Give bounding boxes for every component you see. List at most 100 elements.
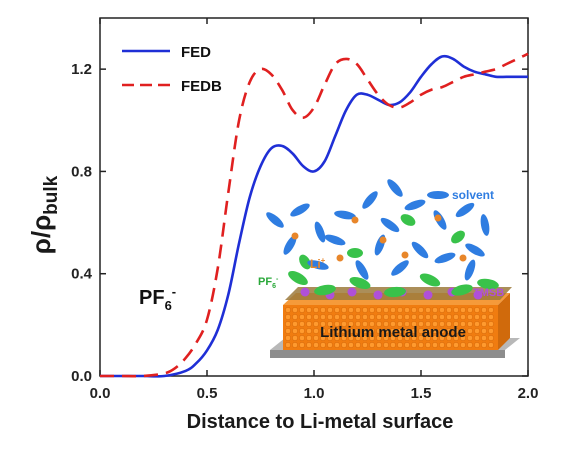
y-tick-label: 1.2 (71, 61, 92, 78)
inset-anode-atom (376, 314, 382, 320)
inset-tmsb-molecule (347, 287, 357, 297)
inset-solvent-molecule (427, 191, 449, 199)
inset-anode-atom (292, 335, 298, 341)
inset-anode-atom (299, 342, 305, 348)
inset-anode-atom (425, 321, 431, 327)
inset-anode-atom (397, 321, 403, 327)
inset-anode-atom (418, 335, 424, 341)
inset-anode-atom (383, 321, 389, 327)
inset-anode-atom (313, 314, 319, 320)
inset-anode-atom (439, 342, 445, 348)
inset-anode-atom (341, 342, 347, 348)
inset-anode-atom (404, 321, 410, 327)
inset-anode-atom (313, 307, 319, 313)
inset-solvent-molecule (362, 191, 378, 209)
inset-pf6-sup: - (276, 276, 279, 283)
inset-anode-atom (467, 335, 473, 341)
inset-anode-atom (432, 342, 438, 348)
inset-anode-atom (327, 328, 333, 334)
inset-anode-atom (348, 328, 354, 334)
inset-anode-side (498, 293, 510, 350)
inset-pf6-ion (288, 271, 308, 285)
inset-anode-atom (306, 314, 312, 320)
inset-anode-atom (383, 342, 389, 348)
inset-anode-atom (362, 307, 368, 313)
inset-anode-atom (425, 314, 431, 320)
inset-li-ion (401, 251, 409, 259)
inset-anode-atom (453, 314, 459, 320)
inset-anode-atom (453, 342, 459, 348)
pf6-annotation: PF6- (139, 284, 176, 313)
inset-anode-atom (446, 321, 452, 327)
inset-anode-atom (369, 321, 375, 327)
inset-tmsb-molecule (300, 287, 310, 297)
inset-anode-atom (320, 342, 326, 348)
legend-label-fed: FED (181, 44, 211, 61)
inset-solvent-molecule (391, 260, 409, 276)
legend-label-fedb: FEDB (181, 78, 222, 95)
inset-solvent-molecule (434, 252, 456, 264)
inset-anode-atom (488, 321, 494, 327)
y-tick-label: 0.0 (71, 368, 92, 385)
inset-anode-atom (369, 314, 375, 320)
pf6-annotation-sub: 6 (165, 298, 172, 313)
x-tick-label: 0.0 (90, 385, 111, 402)
inset-anode-atom (432, 321, 438, 327)
inset-anode-atom (411, 328, 417, 334)
inset-anode-atom (285, 307, 291, 313)
inset-anode-atom (369, 342, 375, 348)
inset-li-ion (336, 254, 344, 262)
series-line-fedb (100, 52, 529, 378)
inset-anode-atom (341, 314, 347, 320)
inset-anode-atom (481, 307, 487, 313)
inset-pf6-ion (451, 230, 465, 244)
inset-anode-atom (299, 328, 305, 334)
inset-tmsb-molecule (473, 290, 483, 300)
inset-anode-atom (355, 314, 361, 320)
inset-anode-atom (376, 335, 382, 341)
inset-anode-atom (362, 321, 368, 327)
inset-anode-atom (460, 328, 466, 334)
inset-anode-atom (341, 307, 347, 313)
inset-anode-atom (306, 328, 312, 334)
inset-anode-atom (306, 335, 312, 341)
inset-anode-atom (292, 342, 298, 348)
inset-anode-atom (397, 314, 403, 320)
inset-anode-atom (411, 307, 417, 313)
inset-anode-atom (432, 335, 438, 341)
inset-anode-atom (439, 335, 445, 341)
inset-anode-atom (292, 314, 298, 320)
y-tick-label: 0.4 (71, 266, 93, 283)
inset-anode-atom (376, 328, 382, 334)
inset-anode-atom (453, 321, 459, 327)
inset-anode-atom (299, 314, 305, 320)
inset-anode-atom (411, 342, 417, 348)
inset-anode-atom (313, 342, 319, 348)
inset-anode-atom (397, 335, 403, 341)
inset-anode-atom (474, 314, 480, 320)
inset-anode-atom (355, 307, 361, 313)
inset-anode-atom (432, 314, 438, 320)
inset-anode-atom (348, 307, 354, 313)
x-tick-label: 1.0 (304, 385, 325, 402)
inset-anode-atom (481, 342, 487, 348)
inset-anode-atom (418, 328, 424, 334)
inset-anode-atom (334, 307, 340, 313)
axes: 0.0 0.5 1.0 1.5 2.0 0.0 0.4 0.8 1.2 (71, 17, 538, 402)
inset-pf6-ion (419, 273, 441, 287)
inset-pf6-ion (347, 248, 363, 258)
inset-anode-atom (334, 321, 340, 327)
inset-solvent-molecule (324, 234, 346, 246)
inset-anode-atom (320, 314, 326, 320)
inset-anode-atom (432, 307, 438, 313)
x-tick-label: 1.5 (411, 385, 432, 402)
inset-li-ion (291, 232, 299, 240)
inset-anode-atom (313, 321, 319, 327)
inset-anode-atom (306, 307, 312, 313)
inset-anode-atom (327, 307, 333, 313)
y-axis-title-main: ρ/ρ (26, 215, 56, 254)
inset-base-front (270, 350, 505, 358)
inset-tmsb-molecule (373, 290, 383, 300)
inset-anode-atom (341, 328, 347, 334)
